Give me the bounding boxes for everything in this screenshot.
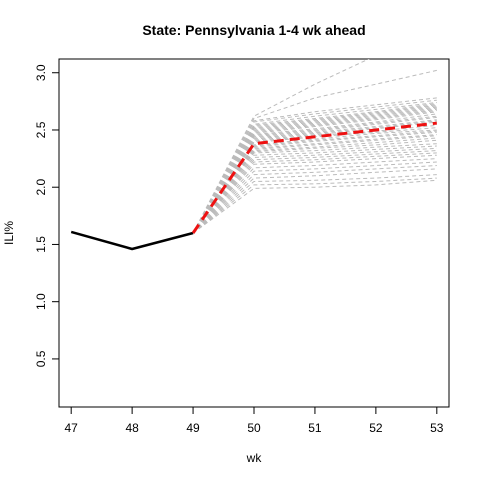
x-tick-label: 47	[65, 421, 79, 435]
sample-path-5	[193, 104, 437, 233]
sample-path-24	[193, 135, 437, 233]
x-axis-label: wk	[246, 451, 263, 465]
sample-path-38	[193, 175, 437, 233]
y-axis: 0.5 1.0 1.5 2.0 2.5 3.0	[34, 64, 59, 367]
observed-series	[71, 232, 193, 249]
observed-line	[71, 232, 193, 249]
y-tick-label: 2.0	[34, 179, 48, 196]
x-tick-label: 53	[430, 421, 444, 435]
y-tick-label: 2.5	[34, 121, 48, 138]
y-tick-label: 1.0	[34, 293, 48, 310]
sample-path-22	[193, 131, 437, 233]
x-tick-label: 50	[247, 421, 261, 435]
x-tick-label: 48	[125, 421, 139, 435]
sample-path-7	[193, 106, 437, 233]
sample-path-30	[193, 148, 437, 233]
sample-path-10	[193, 109, 437, 233]
chart-title: State: Pennsylvania 1-4 wk ahead	[142, 22, 365, 38]
x-tick-label: 52	[369, 421, 383, 435]
y-tick-label: 1.5	[34, 236, 48, 253]
x-axis: 47 48 49 50 51 52 53	[65, 407, 444, 435]
x-tick-label: 51	[308, 421, 322, 435]
y-tick-label: 0.5	[34, 350, 48, 367]
y-tick-label: 3.0	[34, 64, 48, 81]
sample-path-33	[193, 155, 437, 233]
y-axis-label: ILI%	[2, 221, 16, 245]
forecast-samples	[193, 27, 437, 233]
sample-path-1	[193, 70, 437, 233]
x-tick-label: 49	[186, 421, 200, 435]
sample-path-8	[193, 107, 437, 233]
